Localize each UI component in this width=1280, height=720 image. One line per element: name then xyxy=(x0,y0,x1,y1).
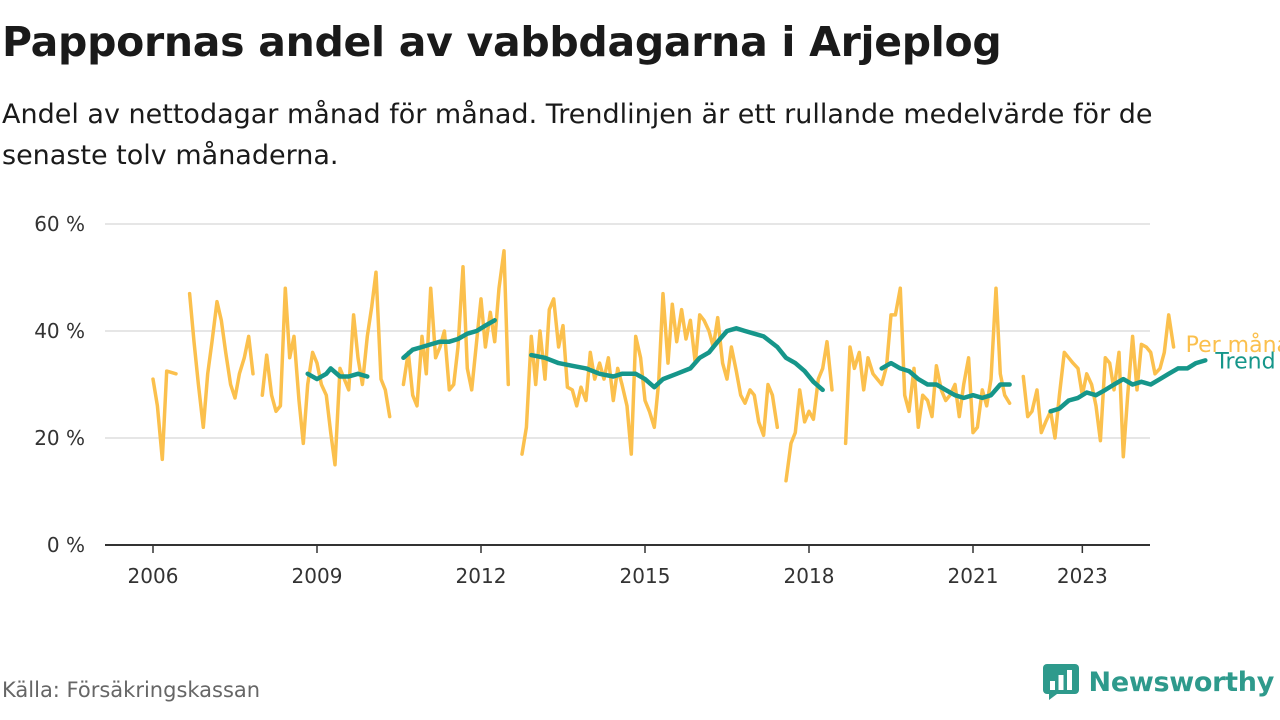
per-manad-line-segment xyxy=(1021,313,1176,459)
x-tick-label: 2012 xyxy=(456,564,507,588)
x-tick-label: 2006 xyxy=(128,564,179,588)
x-tick-label: 2009 xyxy=(292,564,343,588)
per-manad-line-segment xyxy=(401,249,511,408)
source-note: Källa: Försäkringskassan xyxy=(2,678,261,702)
per-manad-line-segment xyxy=(843,286,1012,446)
per-manad-line-segment xyxy=(151,369,178,462)
line-chart: 0 % 20 % 40 % 60 % 2006 2009 2012 2015 2018 2021… xyxy=(34,212,1280,588)
series-trend xyxy=(305,318,1208,414)
y-tick-label: 0 % xyxy=(47,533,85,557)
x-axis-ticks: 2006 2009 2012 2015 2018 2021 2023 xyxy=(128,545,1108,588)
y-axis-tick-labels: 0 % 20 % 40 % 60 % xyxy=(34,212,85,557)
y-tick-label: 60 % xyxy=(34,212,85,236)
y-tick-label: 20 % xyxy=(34,426,85,450)
x-tick-label: 2023 xyxy=(1057,564,1108,588)
x-tick-label: 2018 xyxy=(784,564,835,588)
per-manad-line-segment xyxy=(187,291,255,430)
trend-line-segment xyxy=(1048,358,1208,414)
y-tick-label: 40 % xyxy=(34,319,85,343)
bar-chart-logo-icon xyxy=(1042,664,1079,700)
per-manad-line-segment xyxy=(260,270,392,467)
trend-line-segment xyxy=(305,366,370,382)
page-title: Pappornas andel av vabbdagarna i Arjeplo… xyxy=(2,18,1002,66)
series-label-per-manad: Per månad xyxy=(1186,332,1280,358)
gridlines xyxy=(105,223,1150,439)
x-tick-label: 2021 xyxy=(948,564,999,588)
per-manad-line-segment xyxy=(784,339,834,483)
series-per-manad xyxy=(151,249,1176,483)
trend-line-segment xyxy=(401,318,497,361)
brand-name: Newsworthy xyxy=(1088,666,1275,698)
per-manad-line-segment xyxy=(520,291,780,456)
page-subtitle: Andel av nettodagar månad för månad. Tre… xyxy=(2,99,1153,171)
trend-line-segment xyxy=(879,360,1012,401)
x-tick-label: 2015 xyxy=(620,564,671,588)
trend-line-segment xyxy=(529,326,825,393)
brand-logo: Newsworthy xyxy=(1042,664,1275,700)
series-label-trend: Trend xyxy=(1214,349,1275,374)
